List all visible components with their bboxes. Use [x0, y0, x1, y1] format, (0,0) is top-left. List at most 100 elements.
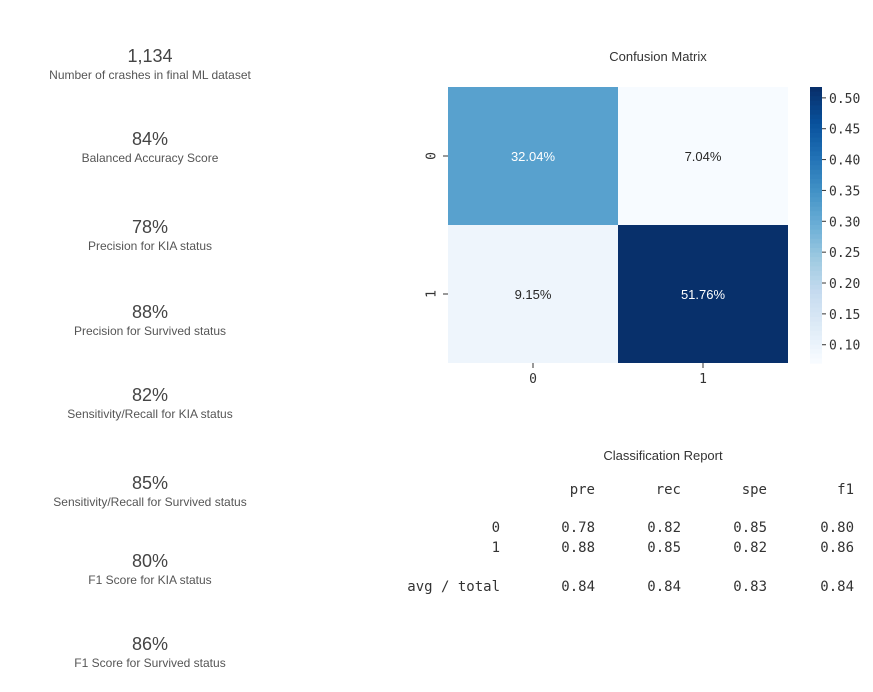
col-tick-label: 0	[529, 372, 537, 387]
colorbar-segment	[810, 197, 822, 203]
colorbar-segment	[810, 137, 822, 143]
report-cell: 0.84	[561, 579, 595, 595]
kpi-panel: 1,134 Number of crashes in final ML data…	[0, 0, 300, 692]
report-row-label: 1	[491, 540, 500, 556]
colorbar-segment	[810, 87, 822, 93]
colorbar-segment	[810, 335, 822, 341]
kpi-label: F1 Score for KIA status	[88, 573, 212, 587]
colorbar-segment	[810, 110, 822, 116]
colorbar-segment	[810, 266, 822, 272]
heatmap-cell	[618, 87, 788, 225]
colorbar-segment	[810, 243, 822, 249]
colorbar-segment	[810, 298, 822, 304]
colorbar-segment	[810, 344, 822, 350]
colorbar-segment	[810, 257, 822, 263]
colorbar-segment	[810, 174, 822, 180]
kpi-value: 86%	[131, 634, 169, 654]
colorbar-segment	[810, 91, 822, 97]
colorbar-segment	[810, 229, 822, 235]
col-tick-label: 1	[699, 372, 707, 387]
kpi-precision-survived: 88% Precision for Survived status	[0, 301, 300, 339]
colorbar-segment	[810, 188, 822, 194]
colorbar-tick-label: 0.40	[829, 154, 860, 169]
classification-report-title: Classification Report	[603, 448, 723, 463]
colorbar-segment	[810, 261, 822, 267]
colorbar-segment	[810, 100, 822, 106]
kpi-label: Sensitivity/Recall for KIA status	[67, 407, 233, 421]
colorbar-segment	[810, 349, 822, 355]
report-header-cell: rec	[655, 482, 681, 498]
colorbar-segment	[810, 234, 822, 240]
colorbar-segment	[810, 151, 822, 157]
colorbar-tick-label: 0.25	[829, 246, 860, 261]
kpi-value: 1,134	[127, 46, 173, 66]
report-cell: 0.82	[647, 520, 681, 536]
kpi-label: Sensitivity/Recall for Survived status	[53, 495, 247, 509]
kpi-value: 78%	[131, 217, 169, 237]
kpi-crash-count: 1,134 Number of crashes in final ML data…	[0, 45, 300, 83]
colorbar-segment	[810, 192, 822, 198]
colorbar-segment	[810, 271, 822, 277]
report-row-label: 0	[491, 520, 500, 536]
colorbar-segment	[810, 225, 822, 231]
colorbar-segment	[810, 206, 822, 212]
colorbar-segment	[810, 114, 822, 120]
cell-label: 7.04%	[685, 149, 722, 164]
colorbar-tick-label: 0.45	[829, 123, 860, 138]
kpi-value: 88%	[131, 302, 169, 322]
colorbar-segment	[810, 96, 822, 102]
colorbar-segment	[810, 321, 822, 327]
report-cell: 0.83	[733, 579, 767, 595]
colorbar-segment	[810, 358, 822, 364]
colorbar-tick-label: 0.30	[829, 215, 860, 230]
kpi-label: Precision for Survived status	[73, 324, 227, 338]
kpi-value: 82%	[131, 385, 169, 405]
colorbar-segment	[810, 220, 822, 226]
colorbar-segment	[810, 142, 822, 148]
colorbar-segment	[810, 326, 822, 332]
colorbar-segment	[810, 330, 822, 336]
colorbar-tick-label: 0.50	[829, 92, 860, 107]
colorbar-segment	[810, 165, 822, 171]
colorbar-segment	[810, 312, 822, 318]
report-cell: 0.85	[647, 540, 681, 556]
report-header-cell: spe	[741, 482, 767, 498]
colorbar-segment	[810, 105, 822, 111]
cell-label: 32.04%	[511, 149, 556, 164]
colorbar-segment	[810, 340, 822, 346]
kpi-precision-kia: 78% Precision for KIA status	[0, 216, 300, 254]
kpi-recall-survived: 85% Sensitivity/Recall for Survived stat…	[0, 472, 300, 510]
colorbar-tick-label: 0.10	[829, 339, 860, 354]
colorbar-segment	[810, 275, 822, 281]
colorbar-segment	[810, 211, 822, 217]
report-cell: 0.88	[561, 540, 595, 556]
report-cell: 0.80	[820, 520, 854, 536]
row-tick-label: 1	[425, 290, 440, 298]
cell-label: 9.15%	[515, 287, 552, 302]
colorbar-segment	[810, 284, 822, 290]
report-header-cell: pre	[569, 482, 595, 498]
colorbar-segment	[810, 128, 822, 134]
report-row: 1 0.88 0.85 0.82 0.86	[380, 540, 860, 560]
kpi-recall-kia: 82% Sensitivity/Recall for KIA status	[0, 384, 300, 422]
colorbar-tick-label: 0.35	[829, 184, 860, 199]
colorbar-segment	[810, 353, 822, 359]
heatmap-cell	[448, 225, 618, 363]
report-cell: 0.84	[647, 579, 681, 595]
colorbar-segment	[810, 317, 822, 323]
kpi-value: 85%	[131, 473, 169, 493]
confusion-matrix-chart: 32.04% 7.04% 9.15% 51.76% 0 1 0 1 0.10 0.15 0.20 0.…	[425, 87, 860, 387]
kpi-value: 84%	[131, 129, 169, 149]
report-cell: 0.84	[820, 579, 854, 595]
kpi-label: F1 Score for Survived status	[74, 656, 226, 670]
report-header-cell: f1	[837, 482, 854, 498]
report-cell: 0.85	[733, 520, 767, 536]
report-row: avg / total 0.84 0.84 0.83 0.84	[380, 579, 860, 599]
colorbar-segment	[810, 238, 822, 244]
colorbar-segment	[810, 123, 822, 129]
report-cell: 0.86	[820, 540, 854, 556]
report-header-row: pre rec spe f1	[380, 482, 860, 502]
colorbar-segment	[810, 169, 822, 175]
colorbar-segment	[810, 215, 822, 221]
colorbar-segment	[810, 160, 822, 166]
